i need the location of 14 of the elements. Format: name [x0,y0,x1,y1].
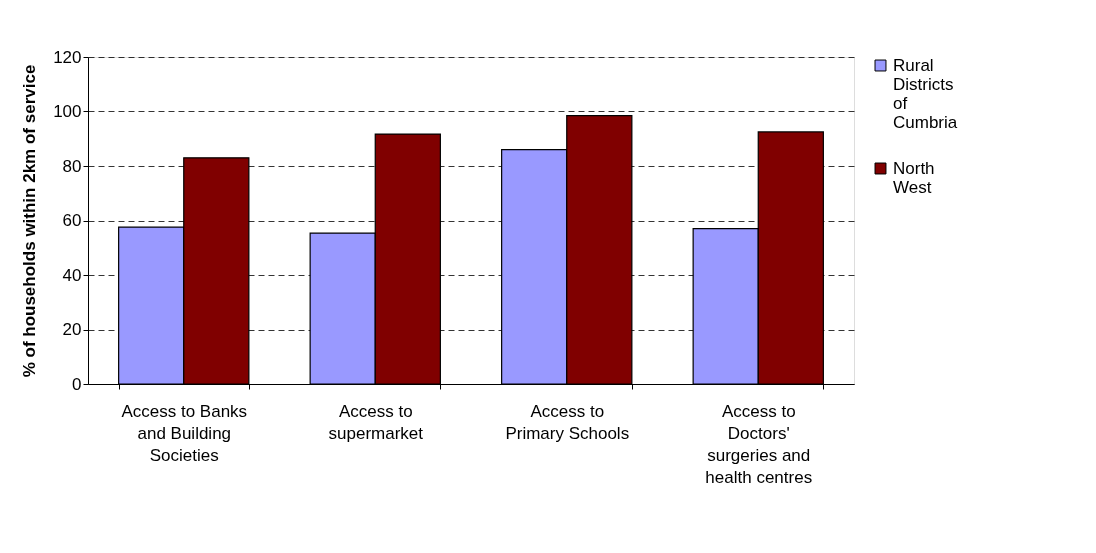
x-tick-label: Access to Doctors' surgeries and health centres [705,401,813,487]
y-tick-label: 40 [62,265,82,285]
x-tick-label: Access to Banks and Building Societies [121,401,248,465]
legend-label: Rural Districts of Cumbria [893,55,958,132]
legend-label: North West [893,158,935,197]
x-tick-label: Access to supermarket [328,401,424,443]
y-tick-label: 120 [53,47,82,67]
y-axis-title: % of households within 2km of service [20,64,40,378]
x-tick-label: Access to Primary Schools [505,401,630,443]
y-tick-label: 0 [72,374,82,394]
y-tick-label: 80 [62,156,82,176]
y-tick-label: 100 [53,102,82,121]
y-tick-label: 60 [62,211,82,230]
y-tick-label: 20 [62,320,82,339]
